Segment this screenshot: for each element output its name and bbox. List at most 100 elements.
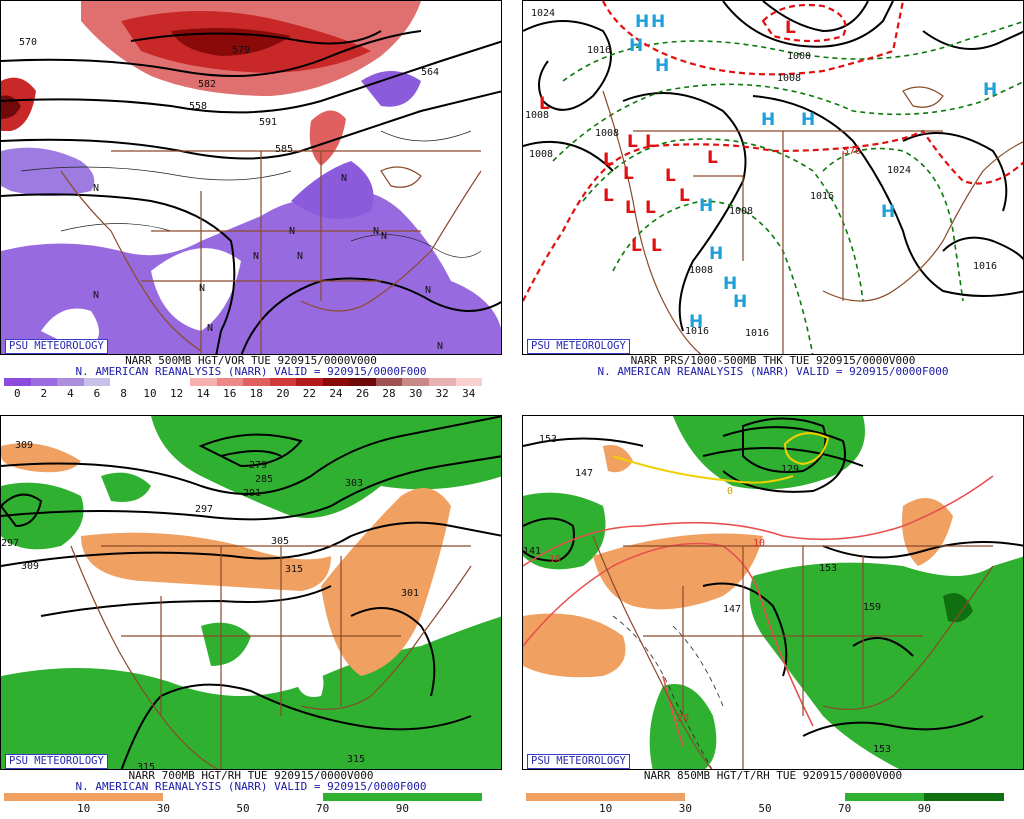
contour-label: 303 bbox=[345, 478, 363, 489]
low-pressure-marker: L bbox=[651, 236, 662, 256]
colorbar-tick-label: 30 bbox=[156, 802, 170, 815]
colorbar-tick-label: 20 bbox=[276, 387, 290, 400]
colorbar-tick-label: 50 bbox=[236, 802, 250, 815]
colorbar-swatch bbox=[243, 793, 323, 801]
vorticity-min-marker: N bbox=[289, 226, 295, 237]
high-pressure-marker: H bbox=[689, 312, 703, 332]
isobar-label: 1008 bbox=[525, 110, 549, 121]
vorticity-min-marker: N bbox=[341, 173, 347, 184]
contour-label: 315 bbox=[347, 754, 365, 765]
contour-label: 153 bbox=[873, 744, 891, 755]
colorbar-tick-label: 2 bbox=[40, 387, 48, 400]
temperature-label: 0 bbox=[727, 486, 733, 497]
colorbar-swatch bbox=[924, 793, 1005, 801]
colorbar-tick-label: 4 bbox=[67, 387, 74, 400]
rh-colorbar-ticks: 10 30 50 70 90 bbox=[4, 803, 482, 815]
colorbar-swatch bbox=[296, 378, 323, 386]
psu-meteorology-logo: PSU METEOROLOGY bbox=[5, 754, 108, 769]
psu-meteorology-logo: PSU METEOROLOGY bbox=[527, 339, 630, 354]
colorbar-tick-label: 10 bbox=[599, 802, 613, 815]
contour-label: 147 bbox=[723, 604, 741, 615]
temperature-label: 10 bbox=[549, 554, 561, 565]
colorbar-tick-label: 34 bbox=[462, 387, 476, 400]
colorbar-swatch bbox=[110, 378, 137, 386]
contour-label: 309 bbox=[21, 561, 39, 572]
contour-label: 315 bbox=[285, 564, 303, 575]
panel-subtitle: N. AMERICAN REANALYSIS (NARR) VALID = 92… bbox=[75, 780, 427, 793]
colorbar-tick-label: 16 bbox=[223, 387, 237, 400]
map-pressure-thickness-graphic: 1024 1016 1000 1008 1008 1008 1008 1016 … bbox=[523, 1, 1023, 354]
low-pressure-marker: L bbox=[603, 150, 614, 170]
contour-label: 579 bbox=[232, 45, 250, 56]
high-pressure-marker: H bbox=[629, 36, 643, 56]
isobar-label: 1008 bbox=[529, 149, 553, 160]
colorbar-tick-label: 28 bbox=[382, 387, 396, 400]
colorbar-swatch bbox=[83, 793, 164, 801]
panel-subtitle: N. AMERICAN REANALYSIS (NARR) VALID = 92… bbox=[75, 365, 427, 378]
contour-label: 305 bbox=[271, 536, 289, 547]
colorbar-tick-label: 10 bbox=[143, 387, 157, 400]
vorticity-min-marker: N bbox=[373, 226, 379, 237]
colorbar-swatch bbox=[402, 793, 483, 801]
colorbar-swatch bbox=[526, 793, 606, 801]
high-pressure-marker: H bbox=[699, 196, 713, 216]
colorbar-swatch bbox=[216, 378, 244, 386]
isobar-label: 1008 bbox=[595, 128, 619, 139]
colorbar-swatch bbox=[375, 378, 403, 386]
panel-pressure-thickness: 1024 1016 1000 1008 1008 1008 1008 1016 … bbox=[522, 0, 1024, 404]
colorbar-tick-label: 30 bbox=[408, 387, 423, 400]
colorbar-swatch bbox=[57, 378, 84, 386]
contour-label: 159 bbox=[863, 602, 881, 613]
colorbar-swatch bbox=[189, 378, 217, 386]
vorticity-colorbar bbox=[4, 378, 483, 386]
high-pressure-marker: H bbox=[801, 110, 815, 130]
low-pressure-marker: L bbox=[679, 186, 690, 206]
colorbar-swatch bbox=[83, 378, 111, 386]
colorbar-tick-label: 10 bbox=[77, 802, 91, 815]
colorbar-tick-label: 90 bbox=[917, 802, 931, 815]
panel-title: NARR 700MB HGT/RH TUE 920915/0000V000 bbox=[128, 769, 374, 782]
high-pressure-marker: H bbox=[733, 292, 747, 312]
panel-850mb-rh: 153 147 129 141 153 147 159 153 0 10 10 … bbox=[522, 415, 1024, 819]
low-pressure-marker: L bbox=[539, 94, 550, 114]
isobar-label: 1016 bbox=[810, 191, 834, 202]
high-pressure-marker: H bbox=[761, 110, 775, 130]
isobar-label: 1016 bbox=[587, 45, 611, 56]
vorticity-min-marker: N bbox=[253, 251, 259, 262]
isobar-label: 1008 bbox=[729, 206, 753, 217]
map-500mb: 570 579 582 558 585 591 564 N N N N N N … bbox=[0, 0, 502, 355]
temperature-label: 20 bbox=[677, 713, 689, 724]
low-pressure-marker: L bbox=[623, 164, 634, 184]
colorbar-swatch bbox=[402, 378, 429, 386]
contour-label: 153 bbox=[539, 434, 557, 445]
colorbar-swatch bbox=[4, 793, 84, 801]
contour-label: 153 bbox=[819, 563, 837, 574]
high-pressure-marker: H bbox=[651, 12, 665, 32]
colorbar-swatch bbox=[136, 378, 164, 386]
high-pressure-marker: H bbox=[655, 56, 669, 76]
map-500mb-graphic: 570 579 582 558 585 591 564 N N N N N N … bbox=[1, 1, 501, 354]
vorticity-min-marker: N bbox=[93, 183, 99, 194]
colorbar-swatch bbox=[844, 793, 925, 801]
low-pressure-marker: L bbox=[625, 198, 636, 218]
low-pressure-marker: L bbox=[785, 18, 796, 38]
contour-label: 291 bbox=[243, 488, 261, 499]
rh-colorbar-ticks: 10 30 50 70 90 bbox=[526, 803, 1004, 815]
colorbar-swatch bbox=[4, 378, 31, 386]
colorbar-tick-label: 22 bbox=[302, 387, 316, 400]
isobar-label: 1016 bbox=[745, 328, 769, 339]
panel-700mb-rh: 309 279 285 291 297 303 297 309 305 315 … bbox=[0, 415, 502, 819]
thickness-label: 570 bbox=[843, 146, 861, 157]
low-pressure-marker: L bbox=[645, 198, 656, 218]
map-700mb-graphic: 309 279 285 291 297 303 297 309 305 315 … bbox=[1, 416, 501, 770]
psu-meteorology-logo: PSU METEOROLOGY bbox=[527, 754, 630, 769]
contour-label: 315 bbox=[137, 762, 155, 770]
temperature-label: 10 bbox=[753, 538, 765, 549]
rh-colorbar bbox=[526, 793, 1005, 801]
colorbar-swatch bbox=[269, 378, 297, 386]
colorbar-swatch bbox=[243, 378, 270, 386]
colorbar-swatch bbox=[429, 378, 456, 386]
high-pressure-marker: H bbox=[723, 274, 737, 294]
vorticity-min-marker: N bbox=[425, 285, 431, 296]
panel-title: NARR 500MB HGT/VOR TUE 920915/0000V000 bbox=[125, 354, 377, 367]
